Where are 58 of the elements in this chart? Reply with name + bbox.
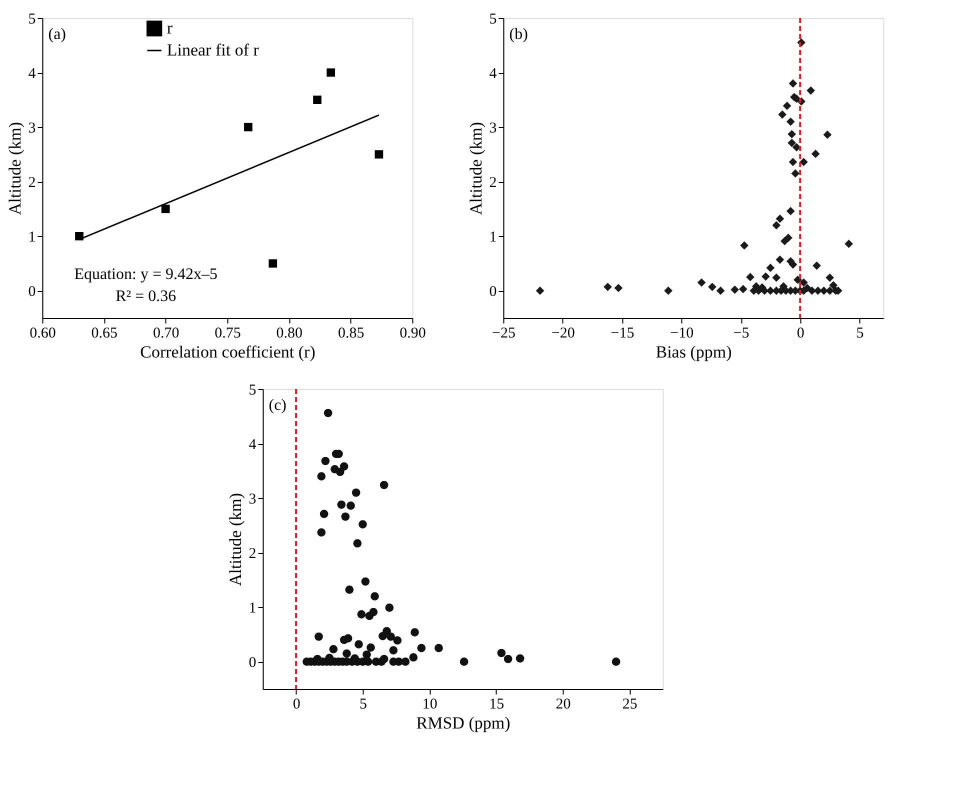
annotation: (b): [509, 26, 528, 43]
y-tick-label: 4: [489, 66, 498, 82]
point: [326, 68, 336, 77]
y-tick-label: 0: [489, 284, 497, 300]
y-tick-label: 3: [489, 120, 497, 137]
y-axis-title: Altitude (km): [5, 122, 24, 216]
x-tick-label: 0.85: [338, 326, 364, 342]
legend-label: Linear fit of r: [166, 40, 260, 60]
y-tick-label: 5: [489, 12, 497, 28]
x-tick-label: 5: [856, 326, 864, 342]
x-tick-label: 0.80: [276, 326, 303, 342]
x-tick-label: 0.75: [214, 326, 241, 342]
x-tick-label: 0.90: [400, 326, 426, 342]
x-tick-label: 5: [360, 696, 367, 712]
y-tick-label: 2: [248, 546, 256, 562]
x-tick-label: 0: [292, 696, 300, 712]
point: [75, 232, 84, 240]
x-tick-label: 0.65: [91, 326, 118, 342]
x-axis-title: Bias (ppm): [656, 342, 732, 362]
x-tick-label: −25: [492, 326, 516, 342]
x-axis-title: RMSD (ppm): [416, 714, 510, 732]
y-tick-label: 1: [28, 230, 36, 246]
x-tick-label: 0: [796, 326, 804, 342]
y-tick-label: 3: [248, 492, 256, 508]
x-tick-label: 15: [489, 696, 504, 712]
annotation: R² = 0.36: [116, 288, 176, 305]
y-tick-label: 4: [248, 437, 257, 454]
point: [374, 150, 384, 159]
x-tick-label: −20: [551, 326, 575, 342]
annotation: Equation: y = 9.42x–5: [74, 266, 218, 283]
point: [313, 96, 322, 104]
x-tick-label: 10: [422, 696, 438, 712]
y-axis-title: Altitude (km): [226, 492, 245, 586]
y-tick-label: 1: [489, 230, 497, 246]
x-tick-label: 25: [622, 696, 638, 712]
annotation: (a): [48, 26, 66, 43]
point: [161, 204, 170, 214]
point: [244, 122, 252, 132]
y-tick-label: 2: [28, 175, 36, 192]
y-tick-label: 2: [489, 175, 497, 192]
x-tick-label: −5: [733, 326, 750, 342]
y-tick-label: 1: [248, 600, 256, 617]
y-tick-label: 3: [28, 120, 36, 137]
x-tick-label: 20: [556, 696, 571, 712]
x-axis-title: Correlation coefficient (r): [140, 342, 316, 362]
y-tick-label: 4: [28, 66, 36, 82]
y-tick-label: 5: [248, 382, 256, 398]
annotation: (c): [268, 397, 287, 414]
point: [268, 259, 278, 268]
x-tick-label: 0.70: [152, 326, 180, 342]
y-axis-title: Altitude (km): [466, 122, 486, 216]
y-tick-label: 0: [248, 655, 256, 672]
x-tick-label: 0.60: [30, 326, 56, 342]
x-tick-label: −10: [670, 326, 694, 342]
y-tick-label: 0: [28, 284, 36, 300]
legend-label: r: [166, 18, 173, 38]
x-tick-label: −15: [610, 326, 634, 342]
y-tick-label: 5: [28, 12, 36, 28]
